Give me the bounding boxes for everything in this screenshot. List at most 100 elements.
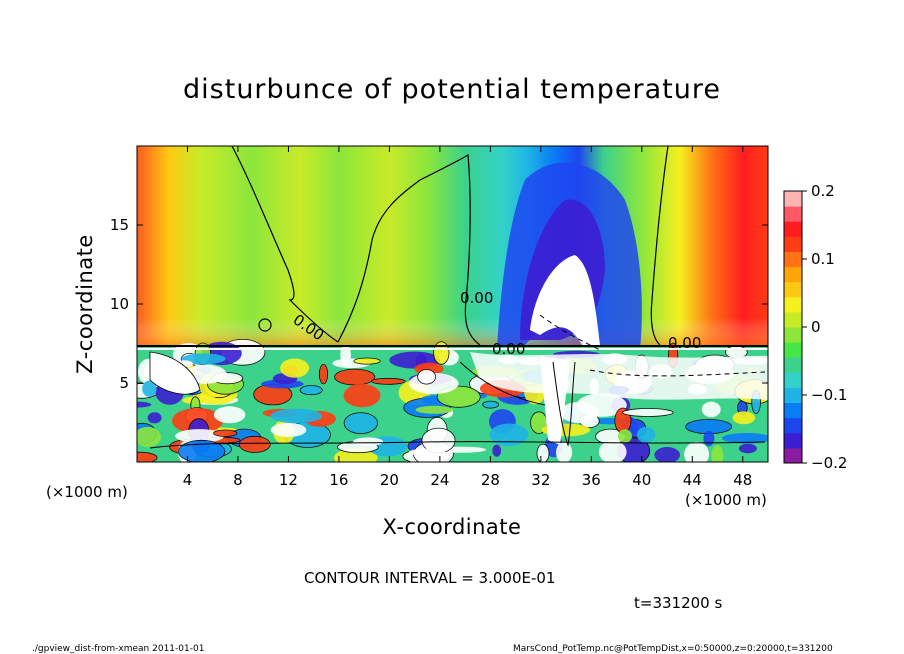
turbulence-blob: [147, 412, 162, 424]
turbulence-blob: [318, 364, 329, 385]
turbulence-blob: [142, 380, 157, 397]
y-axis: 5 10 15: [110, 216, 768, 392]
colorbar-swatch: [784, 447, 802, 464]
contour-line: [149, 441, 766, 449]
colorbar-tick-label: 0.2: [811, 182, 835, 200]
turbulence-blob: [654, 447, 681, 462]
turbulence-blob: [489, 423, 529, 447]
chart-title: disturbunce of potential temperature: [183, 74, 721, 105]
x-tick-label: 36: [582, 471, 601, 489]
x-axis-title: X-coordinate: [383, 515, 522, 539]
turbulence-blob: [732, 411, 756, 425]
turbulence-blob: [270, 423, 307, 437]
contour-line: [552, 361, 576, 447]
turbulence-blob: [482, 400, 499, 409]
contour-loop: [258, 318, 272, 332]
x-tick-label: 16: [329, 471, 348, 489]
colorbar-swatch: [784, 357, 802, 373]
turbulence-blob: [415, 405, 454, 414]
turbulence-blob: [711, 445, 724, 462]
x-tick-label: 44: [683, 471, 702, 489]
turbulence-blob: [370, 377, 406, 385]
x-tick-label: 48: [733, 471, 752, 489]
contour-line: [464, 299, 481, 346]
x-tick-label: 40: [632, 471, 651, 489]
white-wake: [149, 351, 201, 395]
contour-line-dashed: [539, 314, 601, 351]
x-tick-label: 8: [233, 471, 243, 489]
colorbar-swatch: [784, 206, 802, 222]
turbulence-blob: [738, 443, 757, 454]
turbulence-blob: [299, 385, 323, 396]
colorbar-swatch: [784, 191, 802, 207]
x-tick-label: 28: [481, 471, 500, 489]
colorbar-tick-label: −0.2: [811, 454, 847, 472]
turbulence-blob: [556, 441, 573, 462]
contour-line: [459, 361, 546, 406]
x-tick-label: 24: [430, 471, 449, 489]
footer-left-text: ./gpview_dist-from-xmean 2011-01-01: [32, 644, 204, 654]
cold-white-core: [530, 255, 600, 350]
colorbar-swatch: [784, 342, 802, 358]
colorbar-swatch: [784, 311, 802, 328]
contour-label: 0.00: [460, 289, 493, 307]
turbulence-blob: [536, 443, 550, 462]
x-tick-label: 32: [531, 471, 550, 489]
turbulence-blob: [270, 408, 323, 424]
y-axis-title: Z-coordinate: [73, 234, 97, 374]
turbulence-blob: [213, 429, 238, 437]
turbulence-blob: [703, 430, 715, 447]
colorbar-swatch: [784, 296, 802, 313]
turbulence-blob: [238, 435, 271, 453]
colorbar-swatch: [784, 372, 802, 388]
turbulence-blob: [137, 401, 152, 408]
colorbar-tick-label: 0: [811, 318, 821, 336]
turbulence-blob: [353, 437, 384, 447]
turbulence-blob: [353, 357, 381, 365]
x-unit-right-label: (×1000 m): [685, 491, 767, 509]
turbulence-blob: [598, 440, 627, 462]
colorbar-tick-label: 0.1: [811, 250, 835, 268]
colorbar-swatch: [784, 402, 802, 419]
turbulence-blob: [618, 429, 632, 443]
colorbar-tick-label: −0.1: [811, 386, 847, 404]
contour-line: [337, 153, 471, 343]
contour-line: [650, 146, 669, 346]
turbulence-blob: [417, 369, 437, 385]
turbulence-blob: [137, 451, 158, 462]
heatmap-field: [137, 146, 768, 462]
turbulence-blob: [334, 368, 376, 386]
contour-interval-text: CONTOUR INTERVAL = 3.000E-01: [304, 569, 555, 587]
turbulence-blob: [343, 412, 378, 435]
lower-blobs: [137, 338, 768, 462]
colorbar-swatch: [784, 221, 802, 237]
colorbar-swatch: [784, 236, 802, 252]
turbulence-blob: [213, 406, 246, 424]
colorbar: 0.2 0.1 0 −0.1 −0.2: [783, 182, 847, 472]
turbulence-blob: [722, 433, 768, 444]
contour-line-dashed: [589, 369, 766, 377]
colorbar-swatch: [784, 387, 802, 404]
time-text: t=331200 s: [634, 594, 722, 612]
turbulence-blob: [178, 439, 226, 462]
x-tick-label: 4: [183, 471, 193, 489]
turbulence-blob: [408, 448, 446, 456]
turbulence-blob: [637, 426, 656, 443]
turbulence-blob: [137, 426, 161, 447]
turbulence-blob: [560, 401, 599, 424]
colorbar-swatch: [784, 266, 802, 283]
turbulence-blob: [684, 441, 709, 462]
turbulence-blob: [343, 383, 381, 408]
colorbar-swatch: [784, 251, 802, 268]
contour-line: [231, 146, 339, 343]
turbulence-blob: [433, 341, 450, 365]
colorbar-swatch: [784, 327, 802, 343]
x-axis: 4 8 12 16 20 24 28 32 36 40 44 48: [183, 146, 752, 489]
contour-label: 0.00: [668, 334, 701, 352]
turbulence-blob: [492, 444, 502, 457]
colorbar-swatch: [784, 281, 802, 298]
x-tick-label: 20: [380, 471, 399, 489]
turbulence-blob: [280, 358, 310, 378]
colorbar-swatch: [784, 432, 802, 449]
